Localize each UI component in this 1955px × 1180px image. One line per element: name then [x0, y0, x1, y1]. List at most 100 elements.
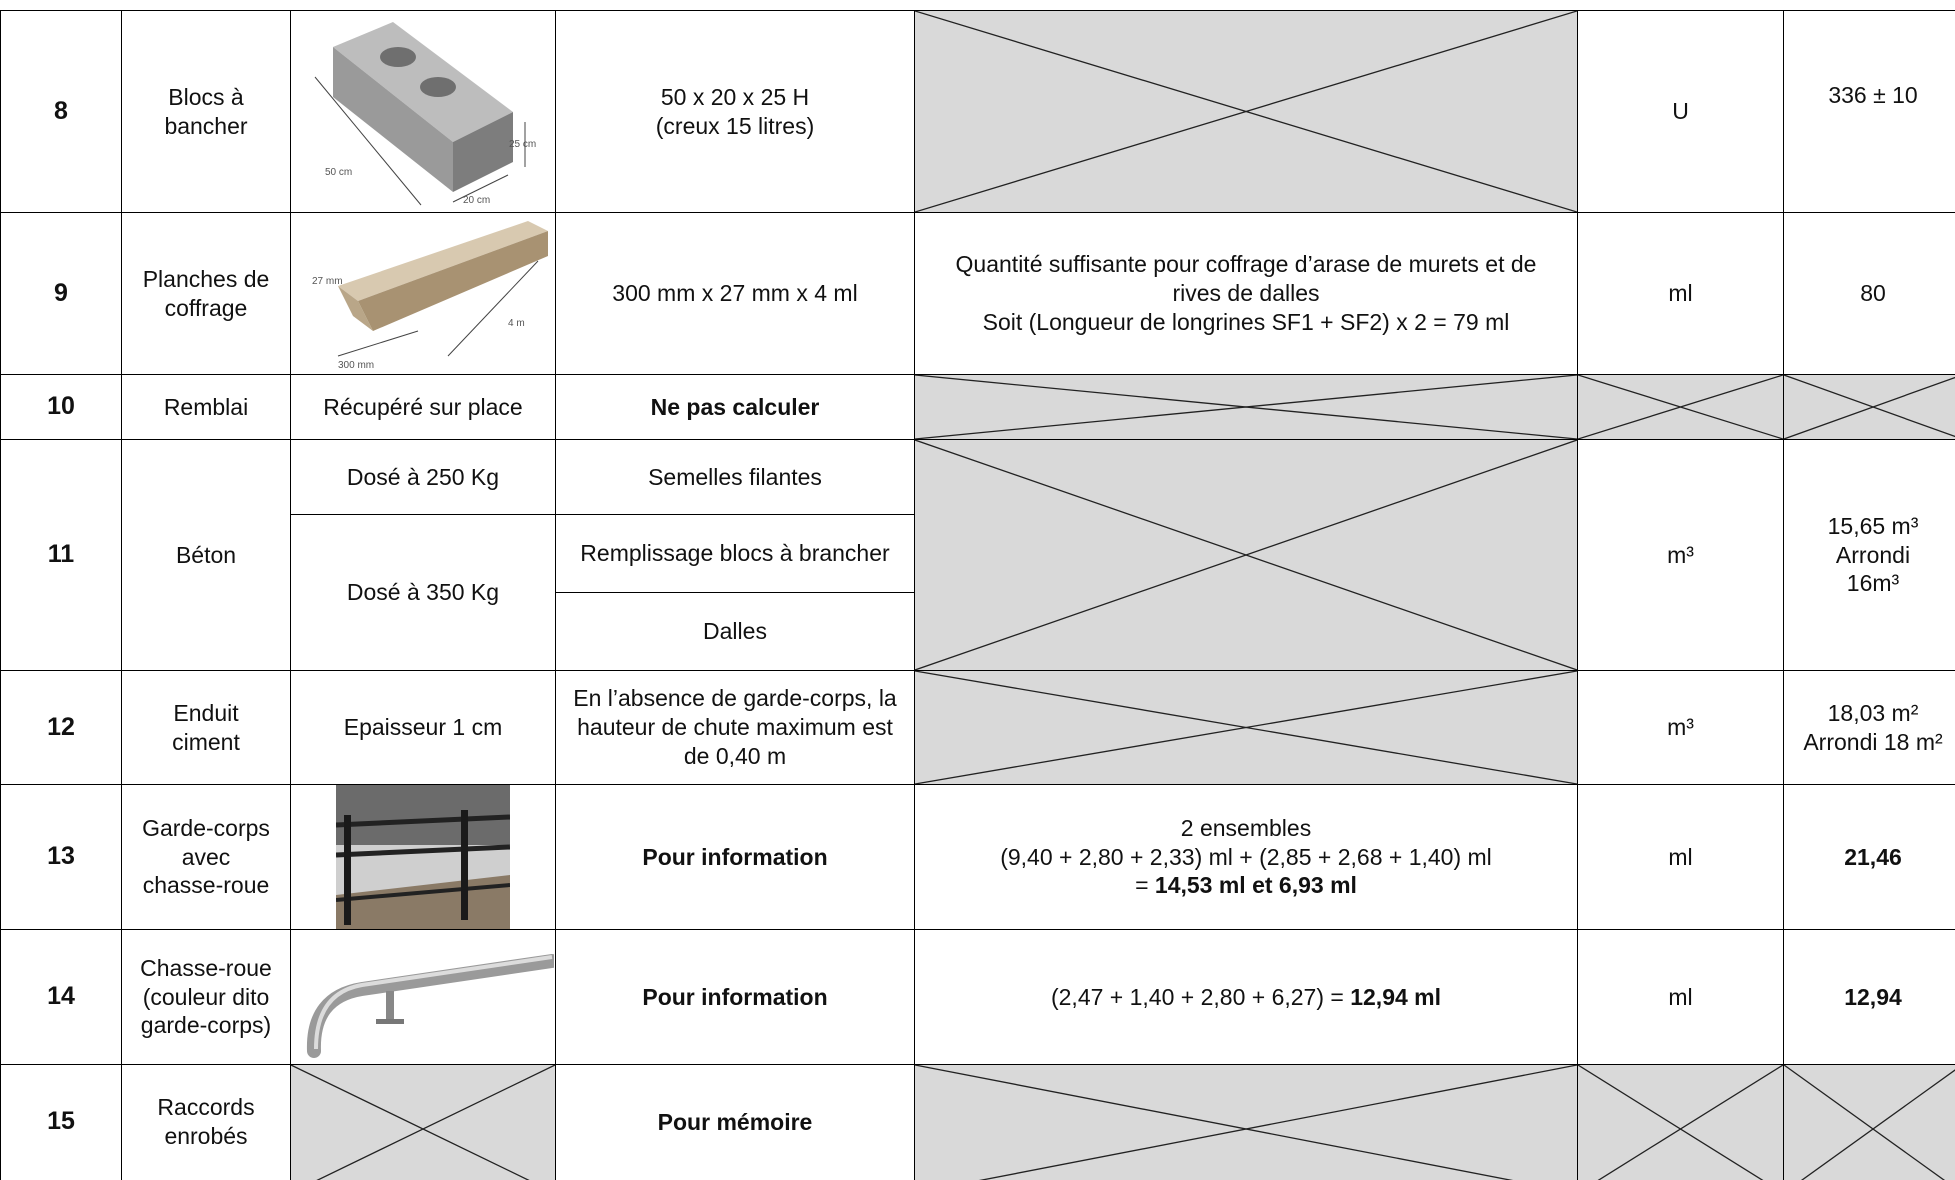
details: 2 ensembles (9,40 + 2,80 + 2,33) ml + (2… [914, 784, 1578, 930]
quantity: 12,94 [1783, 929, 1955, 1065]
text: 8 [54, 96, 68, 125]
text: Arrondi [1835, 541, 1911, 568]
text: ml [1668, 843, 1693, 870]
unit: U [1577, 10, 1784, 213]
text: avec [181, 843, 231, 870]
text: Remplissage blocs à brancher [580, 540, 890, 567]
empty-cell [290, 1064, 556, 1180]
text: 18,03 m² [1827, 699, 1919, 726]
dosage: Dosé à 350 Kg [290, 514, 556, 671]
details: Quantité suffisante pour coffrage d’aras… [914, 212, 1578, 375]
plank-image: 27 mm 4 m 300 mm [312, 221, 548, 371]
line: (2,47 + 1,40 + 2,80 + 6,27) = 12,94 ml [1051, 983, 1441, 1012]
text: Béton [175, 541, 237, 568]
text: Ne pas calculer [650, 393, 820, 420]
unit: m³ [1577, 670, 1784, 785]
material: Récupéré sur place [290, 374, 556, 440]
image-label: 300 mm [338, 360, 374, 371]
unit: ml [1577, 212, 1784, 375]
text: Semelles filantes [648, 463, 822, 490]
specification: Ne pas calculer [555, 374, 915, 440]
quantity: 15,65 m³ Arrondi 16m³ [1783, 439, 1955, 671]
unit: ml [1577, 929, 1784, 1065]
image-label: 25 cm [509, 139, 536, 150]
empty-cell [914, 1064, 1578, 1180]
text: rives de dalles [1172, 280, 1320, 307]
empty-cell [1783, 374, 1955, 440]
material: Epaisseur 1 cm [290, 670, 556, 785]
text: (2,47 + 1,40 + 2,80 + 6,27) = [1050, 983, 1351, 1010]
text: Blocs à [168, 83, 244, 110]
text: U [1672, 98, 1689, 125]
text: hauteur de chute maximum est [577, 714, 893, 741]
text: Garde-corps [142, 814, 270, 841]
text: 15,65 m³ [1827, 512, 1919, 539]
text: Dalles [703, 618, 767, 645]
row-number: 10 [0, 374, 122, 440]
image-label: 27 mm [312, 276, 343, 287]
text: 12,94 [1844, 983, 1902, 1010]
text: 21,46 [1844, 843, 1902, 870]
text: 336 ± 10 [1828, 82, 1918, 108]
designation: Enduit ciment [121, 670, 291, 785]
text: 10 [47, 392, 75, 421]
image-label: 50 cm [325, 167, 352, 178]
empty-cell [914, 670, 1578, 785]
text: Pour information [642, 843, 828, 870]
unit: ml [1577, 784, 1784, 930]
row-number: 13 [0, 784, 122, 930]
row-number: 9 [0, 212, 122, 375]
text: Planches de [142, 265, 270, 292]
details: (2,47 + 1,40 + 2,80 + 6,27) = 12,94 ml [914, 929, 1578, 1065]
text: chasse-roue [142, 872, 270, 899]
text: enrobés [164, 1123, 248, 1149]
text: ciment [172, 728, 240, 755]
text: Dosé à 250 Kg [346, 463, 500, 490]
line: 2 ensembles [1181, 814, 1311, 843]
image-label: 4 m [508, 318, 525, 329]
bar-image [306, 954, 554, 1058]
text: (couleur dito [142, 983, 270, 1010]
row-number: 15 [0, 1064, 122, 1180]
text: Chasse-roue [140, 954, 272, 981]
text: m³ [1667, 714, 1694, 741]
quantity: 21,46 [1783, 784, 1955, 930]
designation: Raccords enrobés [121, 1064, 291, 1180]
line: (9,40 + 2,80 + 2,33) ml + (2,85 + 2,68 +… [1000, 843, 1492, 872]
designation: Chasse-roue (couleur dito garde-corps) [121, 929, 291, 1065]
empty-cell [1577, 1064, 1784, 1180]
specification: En l’absence de garde-corps, la hauteur d… [555, 670, 915, 785]
text: Raccords [157, 1094, 255, 1121]
text: (9,40 + 2,80 + 2,33) ml + (2,85 + 2,68 +… [1000, 843, 1492, 870]
specification: 50 x 20 x 25 H (creux 15 litres) [555, 10, 915, 213]
designation: Planches de coffrage [121, 212, 291, 375]
empty-cell [914, 439, 1578, 671]
text: 300 mm x 27 mm x 4 ml [612, 280, 858, 307]
specification: 300 mm x 27 mm x 4 ml [555, 212, 915, 375]
row-number: 12 [0, 670, 122, 785]
designation: Garde-corps avec chasse-roue [121, 784, 291, 930]
image-cell [290, 929, 556, 1065]
quantity: 336 ± 10 [1783, 10, 1955, 213]
specification: Pour information [555, 929, 915, 1065]
text: 16m³ [1846, 570, 1900, 597]
text: Soit (Longueur de longrines SF1 + SF2) x… [982, 308, 1510, 335]
row-number: 11 [0, 439, 122, 671]
image-cell: 50 cm 25 cm 20 cm [290, 10, 556, 213]
text: Epaisseur 1 cm [343, 714, 503, 741]
text: ml [1668, 280, 1693, 307]
text: Quantité suffisante pour coffrage d’aras… [955, 251, 1537, 278]
text: (creux 15 litres) [655, 112, 815, 139]
empty-cell [1577, 374, 1784, 440]
empty-cell [914, 10, 1578, 213]
text: de 0,40 m [683, 742, 787, 769]
designation: Remblai [121, 374, 291, 440]
quantity: 18,03 m² Arrondi 18 m² [1783, 670, 1955, 785]
text: coffrage [164, 294, 248, 321]
text: 11 [47, 540, 75, 569]
designation: Béton [121, 439, 291, 671]
text: 14 [47, 982, 75, 1011]
text: 12 [47, 712, 75, 741]
text: 9 [54, 278, 68, 307]
